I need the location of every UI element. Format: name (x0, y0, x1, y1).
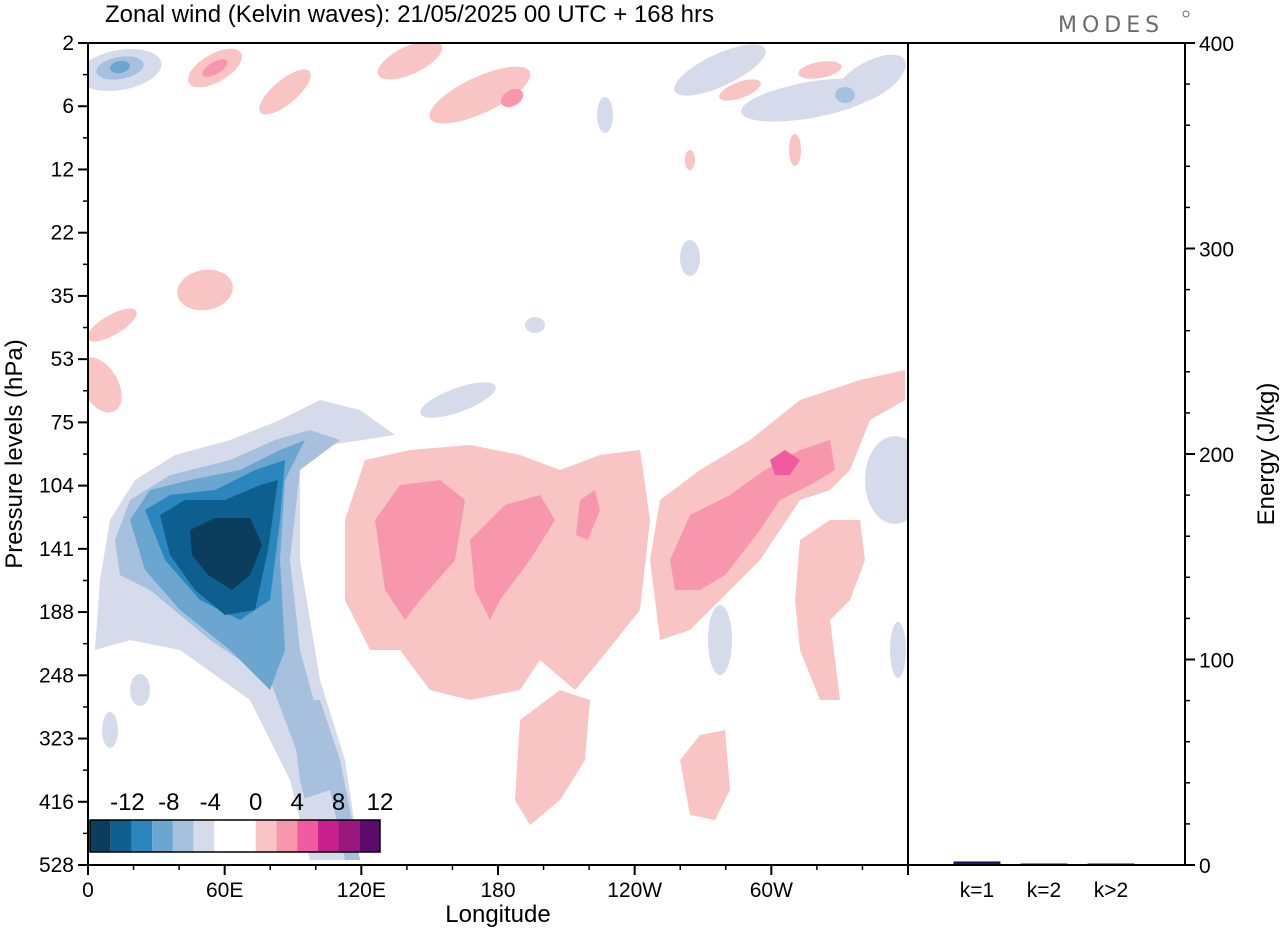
y-axis: 2 6 12 22 35 53 75 104 141 188 248 323 416 528 (39, 32, 88, 877)
negative-strat-small (597, 97, 613, 133)
positive-strat-core (202, 59, 228, 77)
positive-strat-dot (685, 150, 695, 170)
negative-strat-right-core (835, 87, 855, 103)
colorbar-swatch (276, 820, 298, 852)
colorbar-swatch (214, 820, 235, 852)
y-tick-label: 75 (51, 411, 74, 434)
colorbar-label: 12 (367, 789, 394, 816)
x-axis-label: Longitude (445, 901, 550, 928)
colorbar-swatch (317, 820, 339, 852)
positive-mid-left (88, 308, 137, 342)
positive-strat-patch2 (377, 43, 443, 80)
colorbar-swatch (359, 820, 380, 852)
positive-lower-120w (680, 730, 730, 820)
x-tick-label: 180 (480, 879, 515, 902)
positive-anomaly-level2 (375, 480, 465, 620)
negative-patch-left (102, 712, 118, 748)
negative-strat-core (110, 60, 130, 74)
positive-strat-patch3 (429, 66, 531, 124)
x-axis: 0 60E 120E 180 120W 60W (82, 865, 909, 902)
positive-strat-right2 (798, 61, 842, 79)
y-tick-label: 104 (39, 475, 74, 498)
x-tick-label: 0 (82, 879, 94, 902)
y-tick-label: 528 (39, 854, 74, 877)
chart-title: Zonal wind (Kelvin waves): 21/05/2025 00… (105, 1, 714, 28)
x-tick-label: 60W (750, 879, 793, 902)
energy-tick-label: 0 (1199, 855, 1211, 878)
colorbar-swatch (235, 820, 256, 852)
y-tick-label: 6 (62, 95, 74, 118)
negative-patch-mid (708, 605, 732, 675)
registered-mark-icon (1182, 10, 1190, 18)
bar-category-label: k=1 (960, 879, 994, 902)
colorbar-swatch (152, 820, 173, 852)
x-tick-label: 60E (206, 879, 243, 902)
energy-tick-label: 400 (1199, 33, 1234, 56)
colorbar-swatch (338, 820, 360, 852)
colorbar: -12 -8 -4 0 4 8 12 (89, 789, 394, 853)
bar-category-label: k=2 (1027, 879, 1061, 902)
energy-bar-panel: k=1 k=2 k>2 (953, 861, 1135, 902)
y-tick-label: 53 (51, 348, 74, 371)
positive-anomaly-small (576, 490, 600, 540)
y-tick-label: 141 (39, 538, 74, 561)
energy-axis-label: Energy (J/kg) (1253, 383, 1280, 526)
bar-category-label: k>2 (1094, 879, 1128, 902)
brand-logo: MODES (1058, 13, 1164, 38)
negative-strat-right (674, 44, 766, 96)
positive-mid-patch (177, 269, 233, 311)
negative-patch-left2 (130, 674, 150, 706)
colorbar-frame (89, 819, 381, 853)
y-tick-label: 416 (39, 791, 74, 814)
colorbar-swatch (131, 820, 153, 852)
positive-tail-lower (515, 690, 590, 825)
energy-tick-label: 300 (1199, 239, 1234, 262)
y-tick-label: 323 (39, 728, 74, 751)
colorbar-swatch (255, 820, 277, 852)
colorbar-label: 8 (332, 789, 345, 816)
colorbar-label: -4 (200, 789, 221, 816)
colorbar-swatch (172, 820, 194, 852)
negative-patch-small (420, 382, 496, 418)
x-tick-label: 120E (337, 879, 386, 902)
positive-anomaly-level2b (470, 495, 555, 620)
colorbar-swatch (110, 820, 132, 852)
y-tick-label: 188 (39, 601, 74, 624)
positive-secondary-lower (795, 520, 865, 700)
positive-band-level2 (670, 440, 835, 590)
y-tick-label: 2 (62, 32, 74, 55)
colorbar-label: 0 (249, 789, 262, 816)
energy-axis: 0 100 200 300 400 (1185, 33, 1234, 878)
positive-mid-left2 (88, 357, 122, 413)
positive-strat-patch4 (259, 69, 311, 115)
positive-band-core (770, 450, 800, 475)
y-axis-label: Pressure levels (hPa) (1, 339, 28, 568)
negative-patch-edge-lower (890, 622, 906, 678)
positive-strat-right (719, 79, 761, 101)
positive-strat-right3 (789, 134, 801, 166)
colorbar-swatch (90, 820, 111, 852)
y-tick-label: 22 (51, 222, 74, 245)
y-tick-label: 12 (51, 158, 74, 181)
colorbar-label: 4 (290, 789, 303, 816)
y-tick-label: 35 (51, 285, 74, 308)
colorbar-swatch (297, 820, 318, 852)
energy-tick-label: 100 (1199, 650, 1234, 673)
colorbar-label: -12 (110, 789, 145, 816)
negative-patch-upper (680, 240, 700, 276)
positive-strat-core2 (500, 88, 524, 108)
negative-patch-edge-outer (865, 436, 908, 524)
y-tick-label: 248 (39, 664, 74, 687)
negative-anomaly-core (190, 518, 262, 590)
energy-tick-label: 200 (1199, 444, 1234, 467)
contour-field (88, 43, 908, 860)
colorbar-label: -8 (158, 789, 179, 816)
bar-panel-frame (907, 42, 1186, 866)
x-tick-label: 120W (607, 879, 662, 902)
colorbar-swatch (193, 820, 215, 852)
negative-patch-mini (525, 317, 545, 333)
